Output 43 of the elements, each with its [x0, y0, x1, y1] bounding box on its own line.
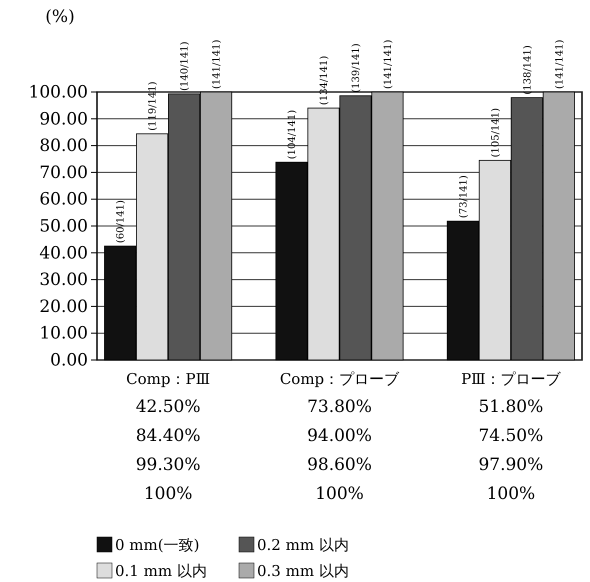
y-tick-label: 90.00 — [39, 109, 88, 130]
data-label: 100% — [315, 484, 364, 504]
y-tick-label: 40.00 — [39, 243, 88, 264]
data-label: 97.90% — [478, 455, 544, 475]
annotation: (104/141) — [287, 110, 298, 160]
text: (140/141) — [180, 41, 191, 91]
annotation: (134/141) — [319, 56, 330, 106]
text: (141/141) — [212, 40, 223, 89]
data-label: 84.40% — [136, 426, 201, 446]
annotation: (60/141) — [116, 200, 127, 244]
data-label: 100% — [144, 484, 192, 504]
data-label: 100% — [486, 484, 536, 504]
y-tick-label: 10.00 — [39, 324, 88, 344]
annotation: (138/141) — [522, 45, 534, 95]
data-label: 42.50% — [136, 397, 201, 417]
data-label: 94.00% — [307, 426, 372, 446]
legend-label: 0 mm(一致) — [115, 536, 200, 554]
legend-label: 0.3 mm 以内 — [257, 562, 349, 580]
y-tick-label: 0.00 — [50, 350, 88, 370]
text: (141/141) — [382, 40, 394, 89]
data-label: 73.80% — [307, 397, 372, 417]
data-label: 98.60% — [307, 455, 372, 475]
y-tick-label: 100.00 — [28, 82, 88, 102]
data-label: 74.50% — [478, 426, 544, 446]
annotation: (139/141) — [350, 43, 362, 93]
annotation: (119/141) — [148, 81, 159, 131]
y-tick-label: 80.00 — [39, 136, 88, 156]
annotation: (105/141) — [490, 108, 502, 158]
data-label: 51.80% — [478, 397, 544, 417]
x-tick-label: Comp：プローブ — [280, 370, 400, 388]
y-tick-label: 30.00 — [39, 270, 88, 290]
legend-label: 0.1 mm 以内 — [115, 562, 207, 580]
x-tick-label: PⅢ：プローブ — [461, 370, 562, 388]
y-tick-label: 50.00 — [39, 216, 88, 236]
data-label: 99.30% — [136, 455, 201, 475]
annotation: (73/141) — [458, 175, 470, 218]
text: (141/141) — [554, 40, 566, 89]
y-axis-title: (%) — [45, 7, 75, 27]
y-tick-label: 70.00 — [39, 162, 88, 183]
y-tick-label: 20.00 — [39, 296, 88, 317]
y-tick-label: 60.00 — [39, 190, 88, 210]
x-tick-label: Comp：PⅢ — [126, 370, 210, 388]
legend-label: 0.2 mm 以内 — [257, 536, 349, 554]
